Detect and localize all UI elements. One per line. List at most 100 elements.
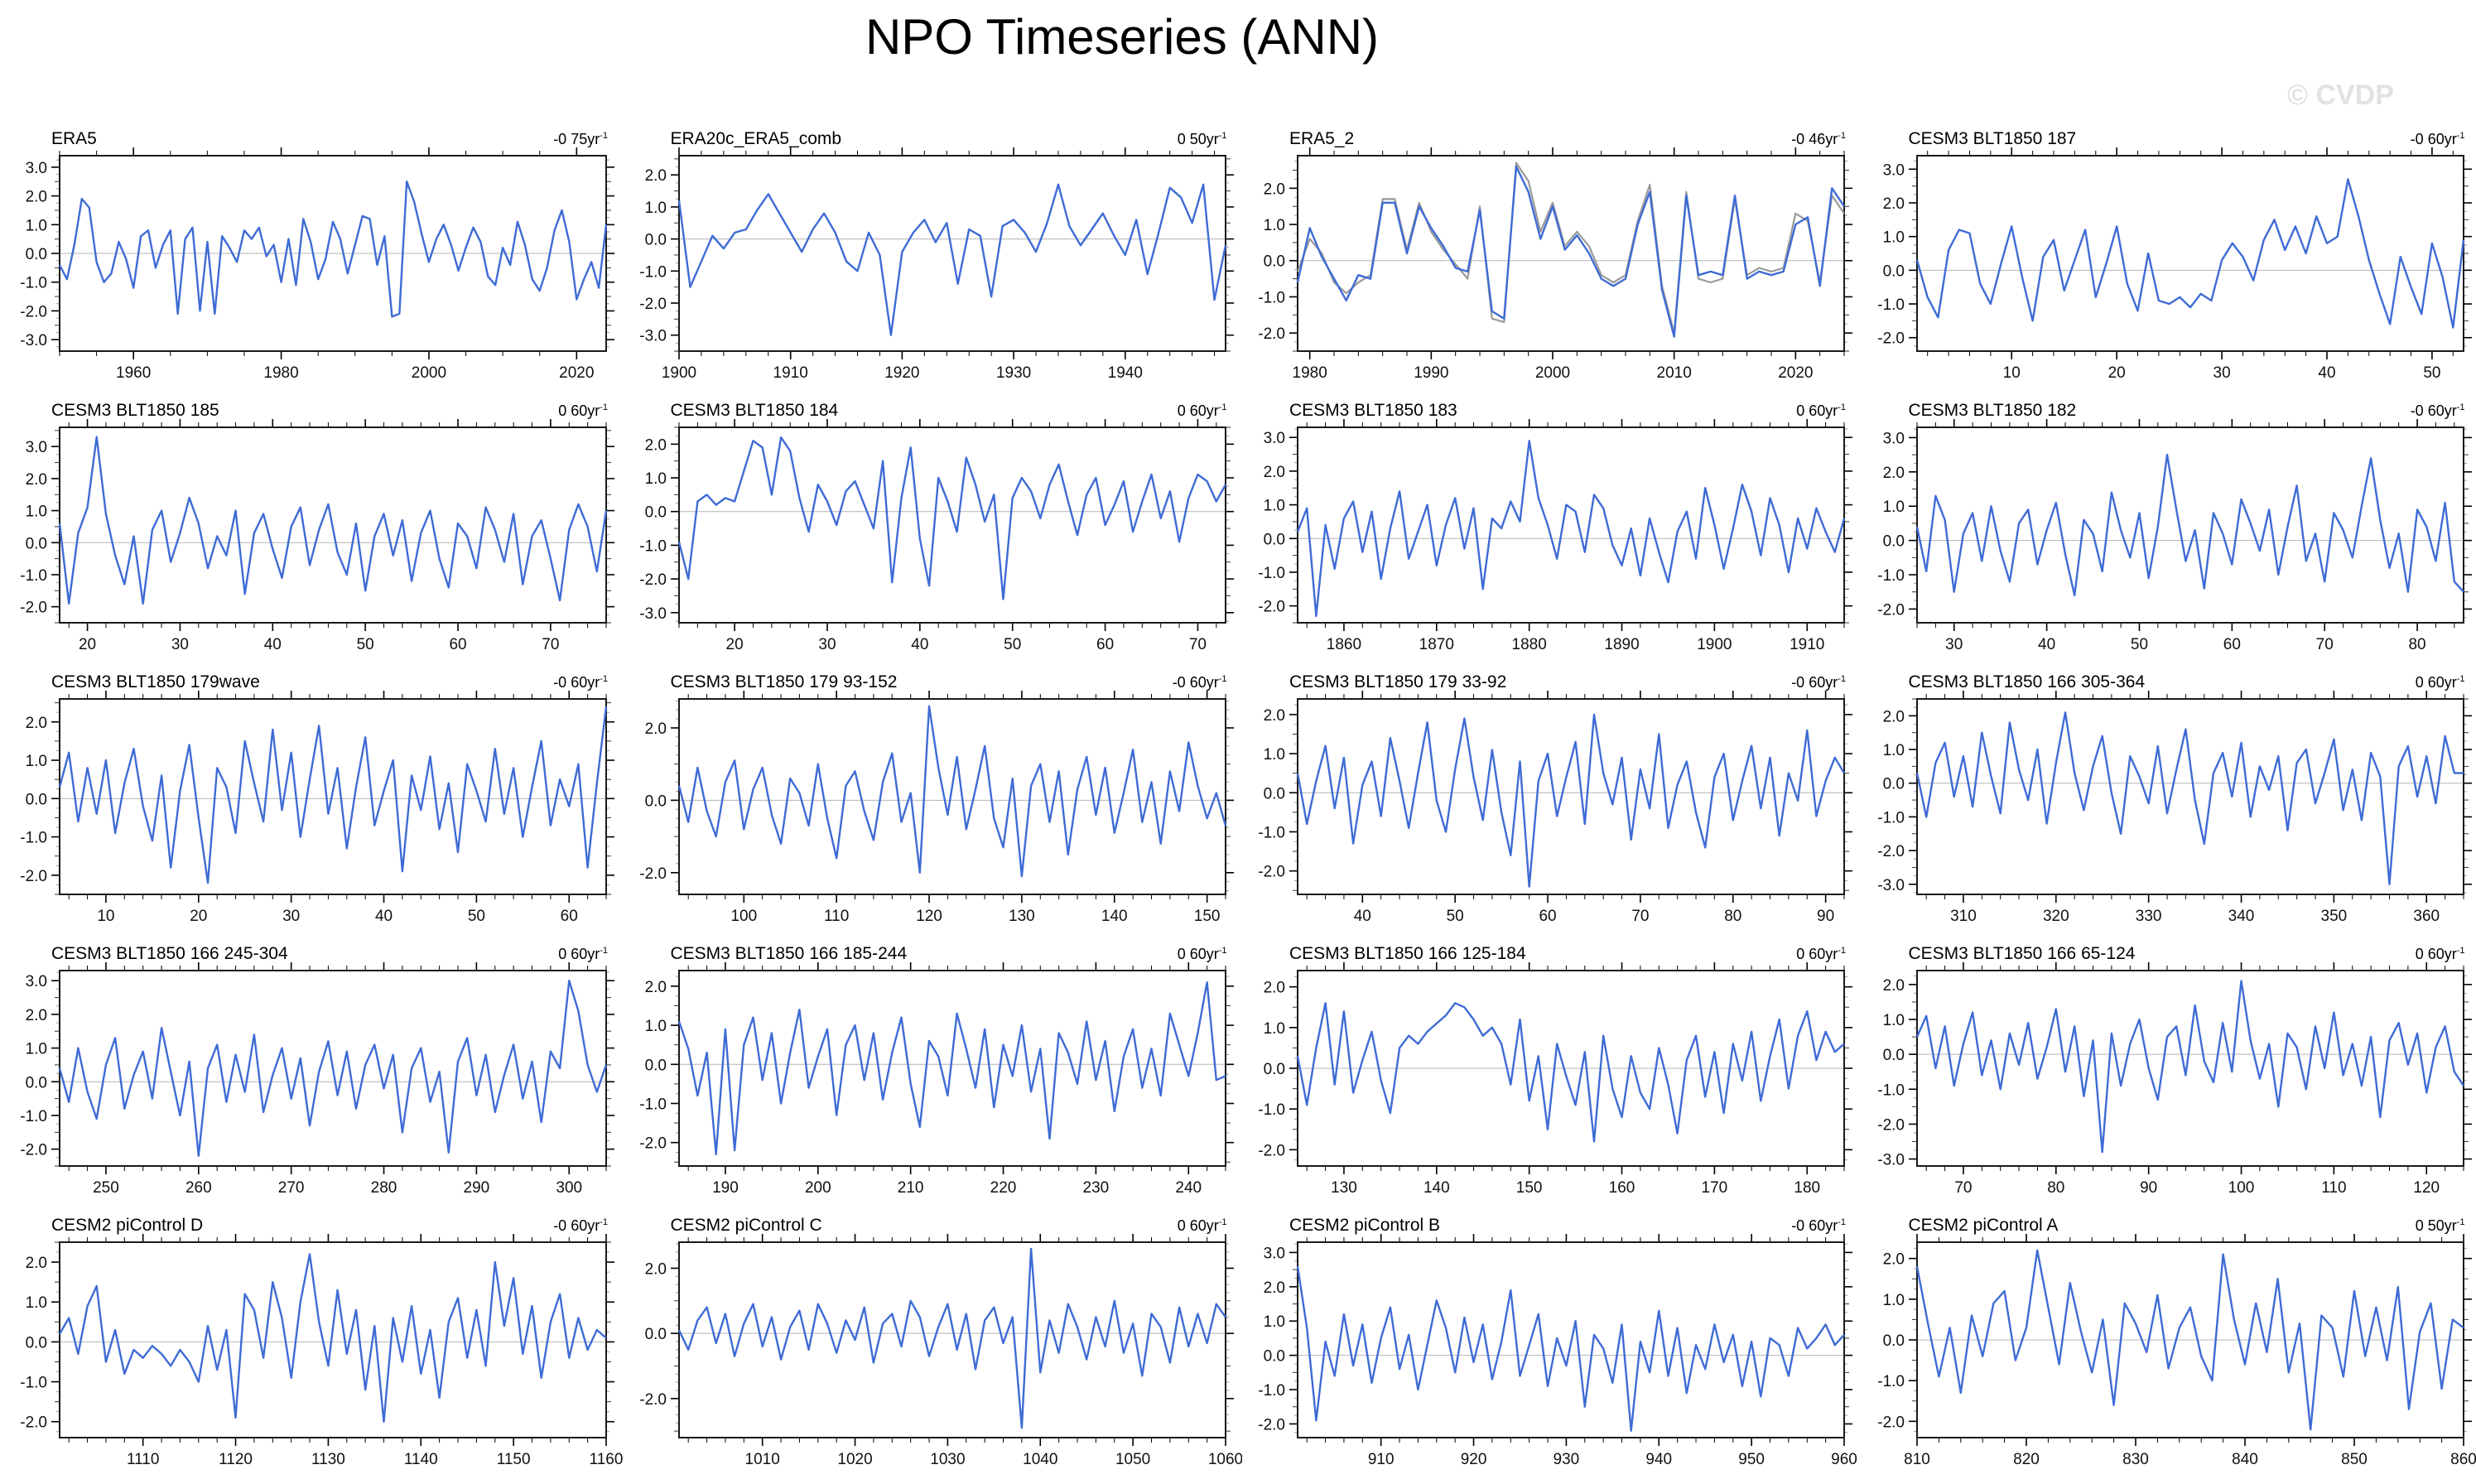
plot-frame [1297, 426, 1845, 624]
x-tick-label: 50 [1004, 636, 1021, 653]
x-tick-label: 40 [375, 908, 393, 925]
timeseries-plot: 1110 1120 1130 1140 1150 1160 -2.0 -1.0 0.0 1.0 2.… [20, 1234, 623, 1468]
y-tick-label: 0.0 [26, 246, 47, 263]
x-tick-label: 140 [1101, 908, 1127, 925]
x-tick-label: 160 [1609, 1179, 1635, 1197]
plot-frame [1915, 155, 2464, 352]
y-tick-label: -2.0 [20, 303, 47, 320]
trend-label: -0 60yr-1 [2410, 131, 2465, 147]
x-tick-label: 50 [2423, 364, 2440, 382]
timeseries-line [58, 980, 608, 1157]
x-tick-label: 80 [2408, 636, 2425, 653]
trend-label: -0 60yr-1 [1791, 1217, 1846, 1234]
y-tick-label: -1.0 [20, 567, 47, 585]
plot-frame [1297, 155, 1845, 352]
y-tick-label: -1.0 [1258, 1101, 1285, 1119]
x-tick-label: 240 [1175, 1179, 1202, 1197]
timeseries-panel: ERA20c_ERA5_comb 0 50yr-1 1900 1910 1920 19… [628, 126, 1242, 393]
x-tick-label: 40 [2038, 636, 2055, 653]
x-tick-label: 140 [1423, 1179, 1450, 1197]
x-tick-label: 150 [1193, 908, 1220, 925]
x-tick-label: 1900 [1697, 636, 1732, 653]
x-tick-label: 910 [1368, 1451, 1395, 1468]
plot-frame [1297, 970, 1845, 1167]
x-tick-label: 70 [1631, 908, 1649, 925]
timeseries-line [677, 981, 1226, 1155]
y-tick-label: 2.0 [1264, 707, 1285, 725]
x-tick-label: 1990 [1414, 364, 1448, 382]
x-tick-label: 1910 [773, 364, 807, 382]
timeseries-line [1915, 1249, 2464, 1431]
trend-label: -0 60yr-1 [553, 674, 608, 691]
plot-frame [677, 426, 1226, 624]
y-tick-label: 2.0 [1882, 977, 1904, 995]
y-tick-label: 2.0 [1264, 1279, 1285, 1297]
y-tick-label: -2.0 [1877, 1414, 1905, 1431]
x-tick-label: 60 [449, 636, 466, 653]
x-tick-label: 1130 [311, 1451, 345, 1468]
y-tick-label: -2.0 [639, 1391, 667, 1409]
panel-title: CESM3 BLT1850 179wave [51, 672, 260, 691]
y-tick-label: -2.0 [1258, 325, 1285, 343]
y-tick-label: -2.0 [639, 296, 667, 313]
y-tick-label: -2.0 [1258, 1142, 1285, 1159]
x-tick-label: 310 [1950, 908, 1977, 925]
x-tick-label: 1890 [1604, 636, 1639, 653]
y-tick-label: 1.0 [26, 753, 47, 770]
y-tick-label: -1.0 [20, 1108, 47, 1125]
panel-title: CESM3 BLT1850 179 33-92 [1289, 672, 1507, 691]
y-tick-label: -2.0 [20, 1414, 47, 1432]
x-tick-label: 10 [2002, 364, 2020, 382]
x-tick-label: 840 [2232, 1451, 2258, 1468]
y-tick-label: 2.0 [26, 715, 47, 732]
x-tick-label: 50 [1447, 908, 1464, 925]
x-tick-label: 190 [712, 1179, 739, 1197]
y-tick-label: 0.0 [1264, 253, 1285, 271]
x-tick-label: 1030 [930, 1451, 965, 1468]
y-tick-label: -1.0 [20, 830, 47, 847]
timeseries-panel: CESM3 BLT1850 182 -0 60yr-1 30 40 50 60 70 80… [1866, 398, 2476, 664]
timeseries-line-secondary [1296, 161, 1845, 335]
panel-title: CESM3 BLT1850 184 [670, 401, 839, 420]
plot-frame [59, 1241, 607, 1438]
y-tick-label: -3.0 [20, 332, 47, 349]
panel-title: CESM3 BLT1850 182 [1908, 401, 2077, 420]
x-tick-label: 110 [824, 908, 849, 925]
x-tick-label: 70 [542, 636, 559, 653]
y-tick-label: -2.0 [20, 868, 47, 885]
x-tick-label: 180 [1794, 1179, 1820, 1197]
x-tick-label: 220 [990, 1179, 1016, 1197]
x-tick-label: 290 [464, 1179, 490, 1197]
x-tick-label: 320 [2042, 908, 2069, 925]
timeseries-panel: CESM3 BLT1850 179wave -0 60yr-1 10 20 30 40… [8, 669, 623, 936]
x-tick-label: 300 [556, 1179, 582, 1197]
x-tick-label: 330 [2135, 908, 2161, 925]
y-tick-label: 0.0 [1264, 1061, 1285, 1078]
x-tick-label: 50 [468, 908, 485, 925]
x-tick-label: 40 [264, 636, 282, 653]
x-tick-label: 210 [897, 1179, 923, 1197]
timeseries-plot: 130 140 150 160 170 180 -2.0 -1.0 0.0 1.0 2.0 [1258, 962, 1852, 1197]
x-tick-label: 30 [282, 908, 300, 925]
plot-frame [1297, 1241, 1845, 1438]
y-tick-label: -3.0 [1877, 877, 1905, 894]
x-tick-label: 2020 [559, 364, 594, 382]
timeseries-plot: 190 200 210 220 230 240 -2.0 -1.0 0.0 1.0 2.0 [639, 962, 1234, 1197]
plot-frame [677, 155, 1226, 352]
plot-frame [677, 970, 1226, 1167]
timeseries-line [58, 1253, 607, 1423]
panel-title: CESM3 BLT1850 166 245-304 [51, 944, 288, 963]
y-tick-label: 1.0 [1882, 1292, 1904, 1309]
x-tick-label: 270 [278, 1179, 305, 1197]
y-tick-label: 0.0 [1264, 785, 1285, 802]
plot-frame [1915, 970, 2464, 1167]
y-tick-label: -2.0 [639, 865, 667, 883]
y-tick-label: 1.0 [644, 200, 666, 217]
x-tick-label: 1150 [497, 1451, 531, 1468]
x-tick-label: 930 [1554, 1451, 1580, 1468]
timeseries-line [677, 705, 1226, 878]
plot-frame [1915, 698, 2464, 895]
timeseries-panel: CESM2 piControl D -0 60yr-1 1110 1120 1130… [8, 1212, 623, 1479]
y-tick-label: 2.0 [26, 1007, 47, 1024]
y-tick-label: -1.0 [1877, 1082, 1905, 1099]
